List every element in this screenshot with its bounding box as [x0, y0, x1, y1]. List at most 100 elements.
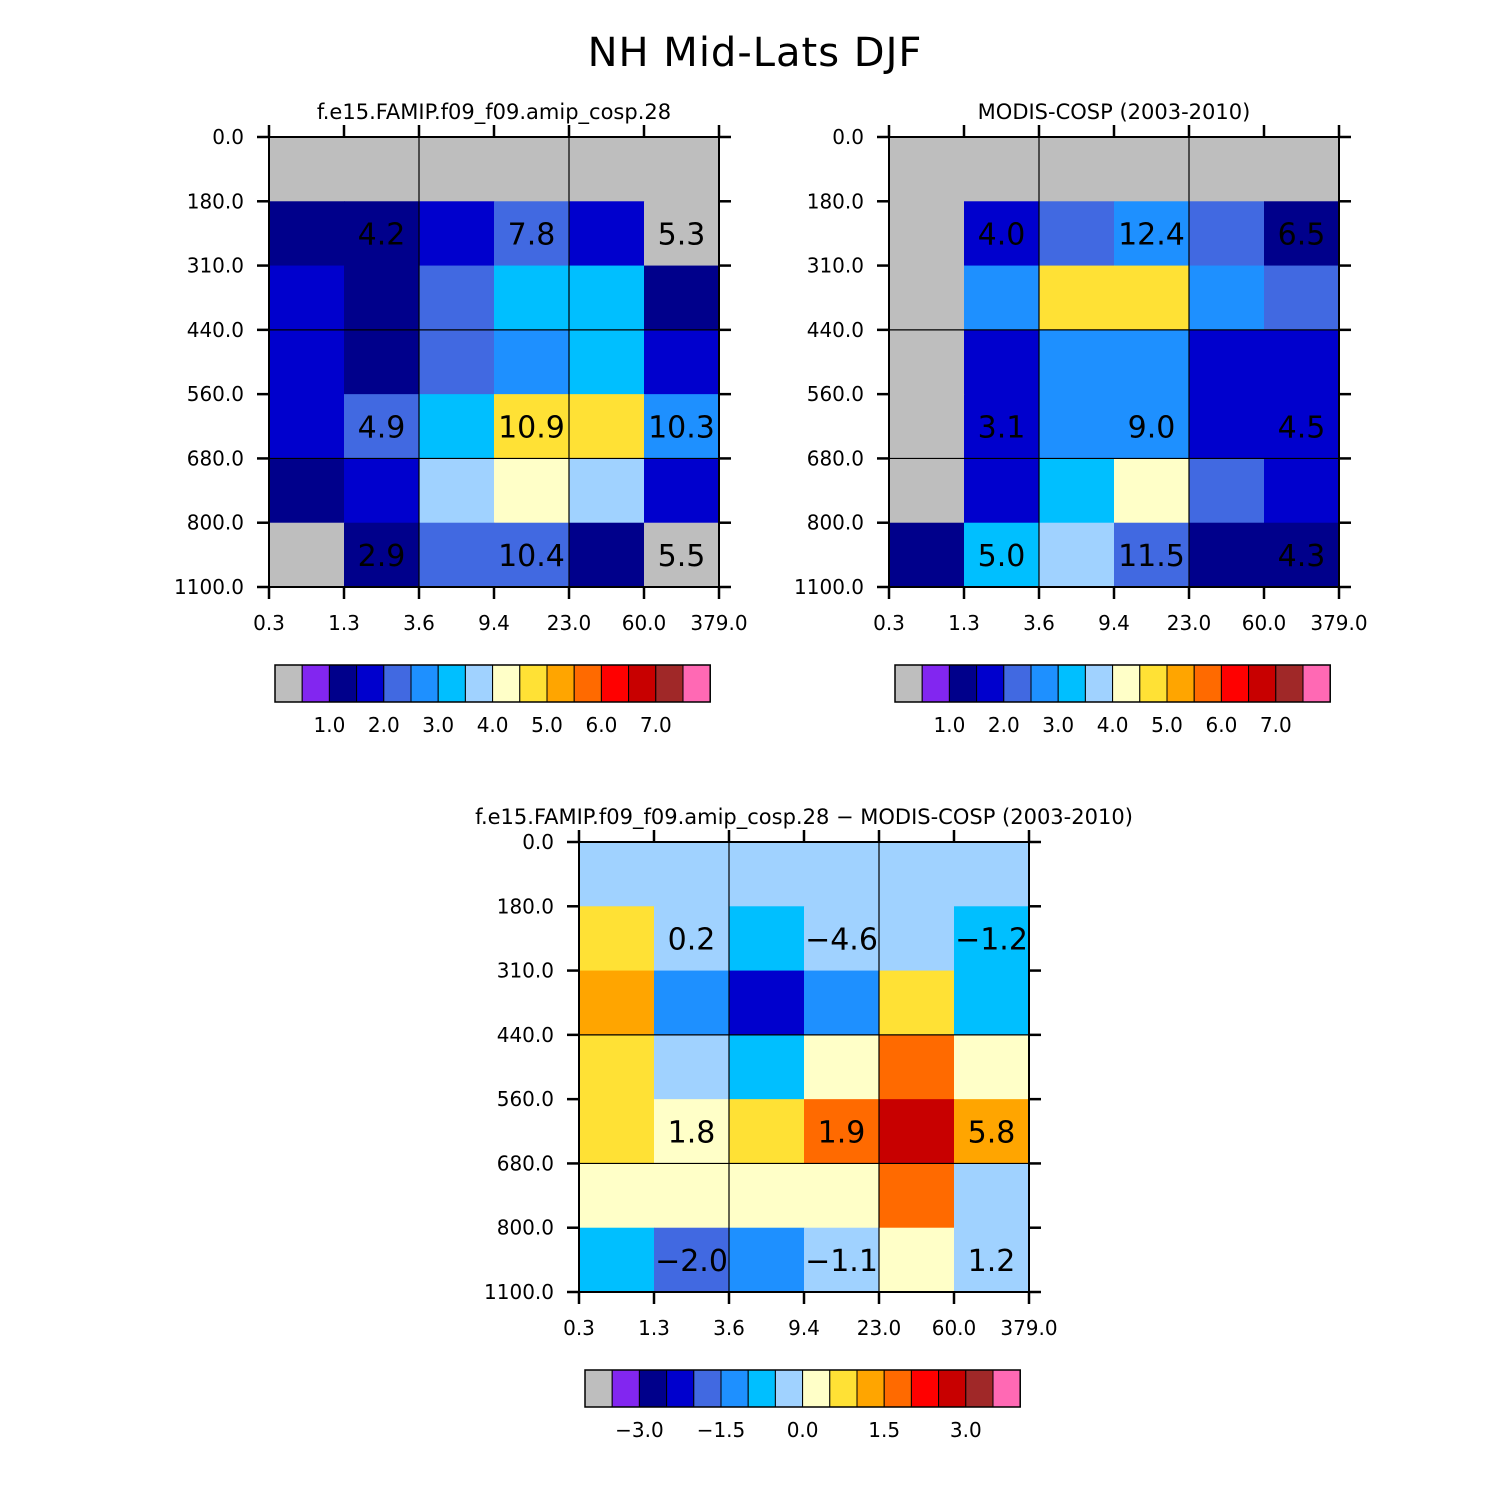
heatmap-cell [419, 522, 495, 588]
colorbar-frame [894, 664, 1331, 703]
heatmap-cell [644, 394, 720, 459]
heatmap-cell [889, 458, 965, 524]
heatmap-cell [804, 1227, 880, 1293]
colorbar-frame [584, 1369, 1021, 1408]
colorbar-swatch [910, 1369, 940, 1408]
heatmap-cell [1114, 265, 1190, 331]
heatmap-cell [1114, 394, 1190, 459]
x-tick-label: 1.3 [638, 1316, 670, 1340]
heatmap-cell [344, 265, 420, 331]
colorbar-swatch [883, 1369, 912, 1408]
colorbar-swatch [655, 664, 684, 703]
heatmap-cell [644, 329, 720, 395]
heatmap-cell [729, 1034, 805, 1100]
heatmap-cell [579, 970, 655, 1036]
heatmap-cell [804, 842, 880, 907]
heatmap-cell [1189, 265, 1265, 331]
heatmap-cell [729, 842, 805, 907]
y-tick-label: 440.0 [807, 318, 864, 342]
colorbar-label: 4.0 [1097, 713, 1129, 737]
heatmap-cell [889, 137, 965, 202]
block-label: 7.8 [508, 217, 556, 252]
y-tick-label: 1100.0 [484, 1280, 554, 1304]
colorbar-swatch [1220, 664, 1250, 703]
block-label: 10.9 [498, 410, 565, 445]
heatmap-cell [954, 1163, 1030, 1229]
block-label: 0.2 [668, 922, 716, 957]
heatmap-cell [889, 201, 965, 267]
x-tick-label: 23.0 [547, 611, 592, 635]
block-label: 9.0 [1128, 410, 1176, 445]
block-label: 5.5 [658, 539, 706, 574]
y-tick-label: 0.0 [832, 125, 864, 149]
heatmap-cell [964, 394, 1040, 459]
x-tick-label: 1.3 [328, 611, 360, 635]
colorbar-swatch [976, 664, 1005, 703]
heatmap-cell [569, 137, 645, 202]
x-tick-label: 60.0 [932, 1316, 977, 1340]
x-tick-label: 3.6 [1023, 611, 1055, 635]
heatmap-cell [1264, 137, 1340, 202]
colorbar-swatch [611, 1369, 640, 1408]
heatmap-cell [1264, 394, 1340, 459]
colorbar-swatch [747, 1369, 776, 1408]
x-tick-label: 0.3 [873, 611, 905, 635]
heatmap-cell [644, 458, 720, 524]
heatmap-cell [269, 458, 345, 524]
colorbar-label: 5.0 [531, 713, 563, 737]
block-label: 10.3 [648, 410, 715, 445]
heatmap-cell [964, 137, 1040, 202]
heatmap-cell [964, 265, 1040, 331]
colorbar-swatch [573, 664, 602, 703]
heatmap-cell [954, 906, 1030, 972]
colorbar-swatch [301, 664, 330, 703]
plot-title-obs: MODIS-COSP (2003-2010) [978, 100, 1251, 124]
y-tick-label: 800.0 [497, 1216, 554, 1240]
heatmap-cell [1039, 394, 1115, 459]
y-tick-label: 180.0 [807, 189, 864, 213]
heatmap-cell [964, 201, 1040, 267]
x-tick-label: 379.0 [1310, 611, 1367, 635]
colorbar-swatch [938, 1369, 967, 1408]
colorbar-swatch [802, 1369, 831, 1408]
heatmap-cell [1264, 329, 1340, 395]
panel-model: 4.2 7.8 5.3 4.9 10.9 10.3 2.9 10.4 5.5 0.0 180.0 31… [174, 100, 748, 737]
x-tick-label: 379.0 [1000, 1316, 1057, 1340]
colorbar-label: 6.0 [1205, 713, 1237, 737]
block-label: −1.2 [955, 922, 1028, 957]
colorbar-label: 7.0 [1260, 713, 1292, 737]
heatmap-cell [654, 1034, 730, 1100]
panel-obs: 4.0 12.4 6.5 3.1 9.0 4.5 5.0 11.5 4.3 0.0 180.0 310… [794, 100, 1368, 737]
colorbar-label: 7.0 [640, 713, 672, 737]
y-tick-label: 310.0 [807, 254, 864, 278]
heatmap-cell [879, 1099, 955, 1164]
colorbar-swatch [1166, 664, 1195, 703]
heatmap-cell [269, 522, 345, 588]
heatmap-cell [569, 394, 645, 459]
heatmap-cell [569, 329, 645, 395]
heatmap-cell [269, 137, 345, 202]
heatmap-cell [1189, 137, 1265, 202]
colorbar-swatch [464, 664, 494, 703]
heatmap-cell [419, 394, 495, 459]
y-tick-label: 180.0 [187, 189, 244, 213]
colorbar-swatch [682, 664, 711, 703]
colorbar-label: 3.0 [422, 713, 454, 737]
colorbar-swatch [1030, 664, 1059, 703]
colorbar-label: −3.0 [615, 1418, 664, 1442]
block-label: 4.5 [1278, 410, 1326, 445]
heatmap-cell [654, 842, 730, 907]
heatmap-cell [879, 970, 955, 1036]
heatmap-cell [269, 329, 345, 395]
block-label: 3.1 [978, 410, 1026, 445]
colorbar-label: 6.0 [585, 713, 617, 737]
heatmap-cell [644, 137, 720, 202]
colorbar-swatch [1302, 664, 1331, 703]
heatmap-cell [1114, 329, 1190, 395]
heatmap-cell [494, 458, 570, 524]
y-tick-label: 560.0 [807, 382, 864, 406]
colorbar-label: 5.0 [1151, 713, 1183, 737]
colorbar-label: 1.0 [313, 713, 345, 737]
block-label: −4.6 [805, 922, 878, 957]
